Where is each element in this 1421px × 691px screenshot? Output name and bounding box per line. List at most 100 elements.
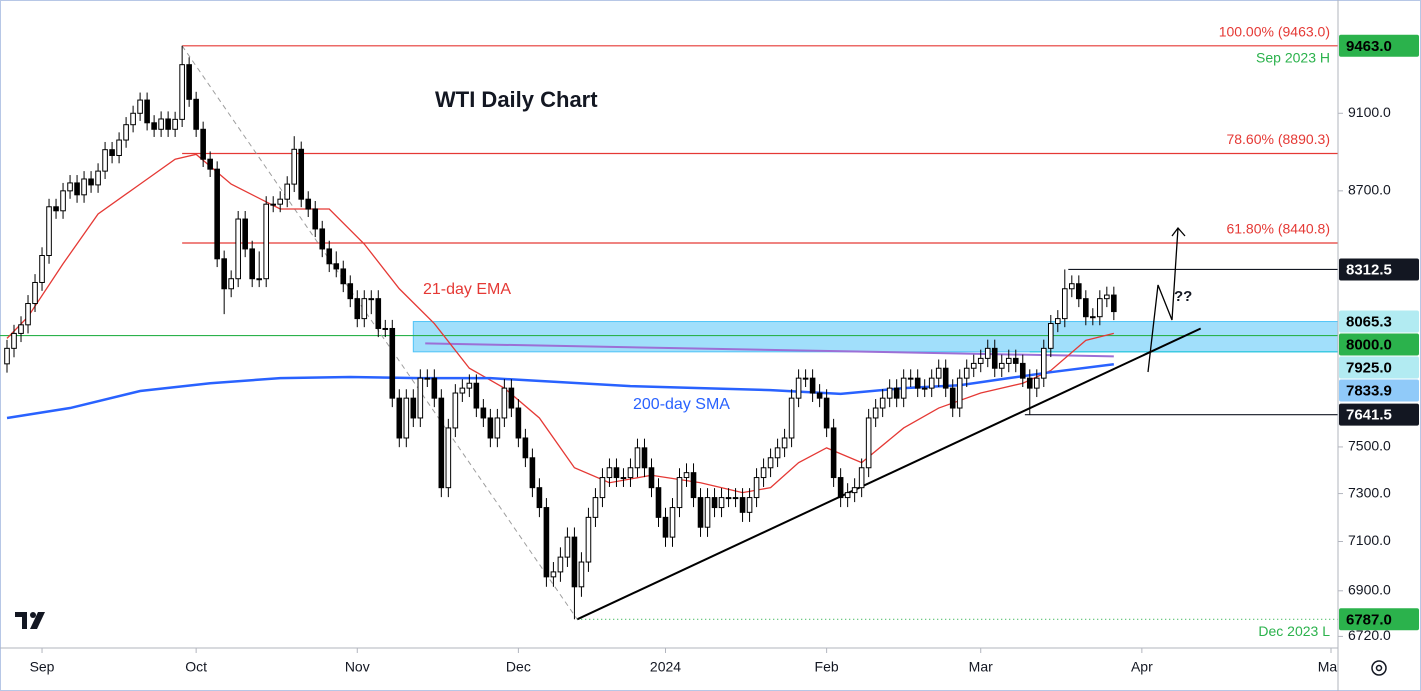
plot-area: 100.00% (9463.0) Sep 2023 H 78.60% (8890.3… [0,23,1338,639]
price-box-label: 9463.0 [1346,38,1392,55]
x-tick-label: Mar [969,659,993,675]
candle-body [515,407,522,439]
candle-body [368,298,375,301]
price-box [1339,258,1419,281]
candle-body [11,332,17,349]
price-box-label: 7833.9 [1346,383,1392,400]
candle-body [746,497,753,513]
candle-body [613,467,620,479]
candle-body [648,467,655,489]
candle-body [704,497,711,528]
candle-body [494,417,501,439]
candle-body [942,367,949,389]
candle-body [557,556,564,573]
x-tick-label: Sep [30,659,55,675]
x-tick-label: Feb [815,659,839,675]
candle-body [144,99,150,124]
y-tick-label: 6900.0 [1348,582,1391,598]
candle-body [277,198,284,205]
x-tick-label: 2024 [650,659,681,675]
candle-body [151,122,157,130]
level-note: Dec 2023 L [1258,623,1330,639]
candle-body [627,467,634,479]
candle-body [669,507,676,538]
candle-body [179,64,185,120]
candle-body [123,124,129,141]
candle-body [732,497,739,500]
candle-body [578,561,585,588]
candle-body [291,148,298,185]
candle-body [235,218,241,280]
candle-body [872,407,879,419]
candle-body [935,367,942,379]
candle-body [263,203,269,280]
price-box-label: 7641.5 [1346,407,1392,424]
candle-body [130,112,136,126]
candle-body [354,298,361,320]
candle-body [361,298,368,320]
indicator-line [6,153,1114,494]
candle-body [466,382,473,389]
x-tick-label: Apr [1131,659,1153,675]
candle-body [1090,316,1096,319]
candle-body [907,377,914,380]
candle-body [809,377,816,394]
candle-body [508,387,515,409]
candle-body [879,397,886,409]
candle-body [480,407,487,419]
x-tick-label: Oct [185,659,207,675]
candle-body [718,497,725,509]
candle-body [389,327,396,399]
candle-body [109,149,115,157]
fib-label: 100.00% (9463.0) [1219,23,1330,39]
candle-body [249,248,255,280]
candle-body [501,387,508,419]
candle-body [4,347,10,365]
candle-body [529,457,536,489]
indicator-line [6,363,1114,420]
candle-body [690,472,697,499]
candle-body [1104,294,1110,300]
candle-body [452,392,459,429]
y-tick-label: 9100.0 [1348,104,1391,120]
candle-body [25,303,31,326]
candle-body [893,387,900,399]
candle-body [858,467,865,489]
candle-body [928,377,935,389]
trendline [425,342,1114,358]
candle-body [326,248,333,265]
candle-body [739,497,746,513]
candle-body [1083,298,1089,318]
candle-body [186,64,192,100]
candle-body [340,268,347,285]
candle-body [543,507,550,578]
candle-body [32,281,38,305]
candle-body [522,437,529,459]
candle-body [284,183,291,200]
y-tick-label: 7100.0 [1348,532,1391,548]
projection-arrow [1147,226,1186,373]
price-box [1339,356,1419,379]
candle-body [88,178,94,186]
candle-body [438,397,445,489]
settings-icon[interactable] [1371,660,1387,676]
chart-title: WTI Daily Chart [435,87,598,112]
candle-body [662,516,669,538]
candle-body [844,492,851,499]
candle-body [95,170,101,186]
candle-body [956,377,963,409]
x-tick-label: Nov [345,659,370,675]
candle-body [1097,298,1103,318]
candle-body [970,362,977,369]
candle-body [886,387,893,399]
ema-label: 21-day EMA [423,281,511,298]
candle-body [1054,318,1061,325]
candle-body [81,178,87,196]
x-tick-label: Dec [506,659,531,675]
fib-label: 78.60% (8890.3) [1226,131,1330,147]
candle-body [221,258,227,290]
candle-body [1026,377,1033,389]
candle-body [683,472,690,479]
candle-body [592,497,599,518]
candle-body [473,382,480,409]
